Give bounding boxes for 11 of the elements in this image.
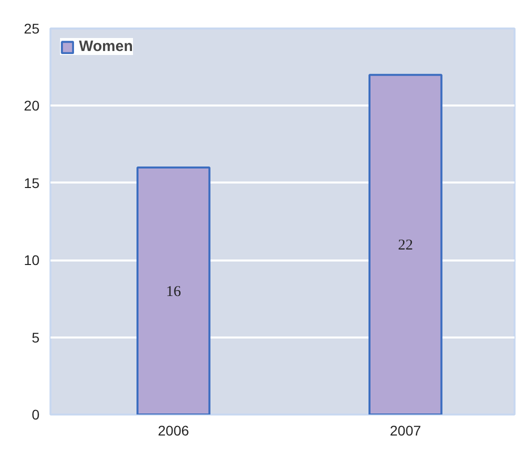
y-tick-label: 0: [32, 406, 40, 422]
x-tick-label: 2007: [390, 422, 422, 438]
x-tick-label: 2006: [158, 422, 190, 438]
legend-label: Women: [79, 38, 133, 55]
y-tick-label: 15: [24, 174, 40, 191]
y-tick-label: 20: [24, 98, 40, 114]
y-tick-label: 10: [24, 252, 40, 268]
data-label: 16: [166, 284, 182, 300]
y-tick-label: 5: [32, 329, 40, 346]
data-label: 22: [398, 238, 413, 254]
y-tick-label: 25: [24, 20, 40, 36]
